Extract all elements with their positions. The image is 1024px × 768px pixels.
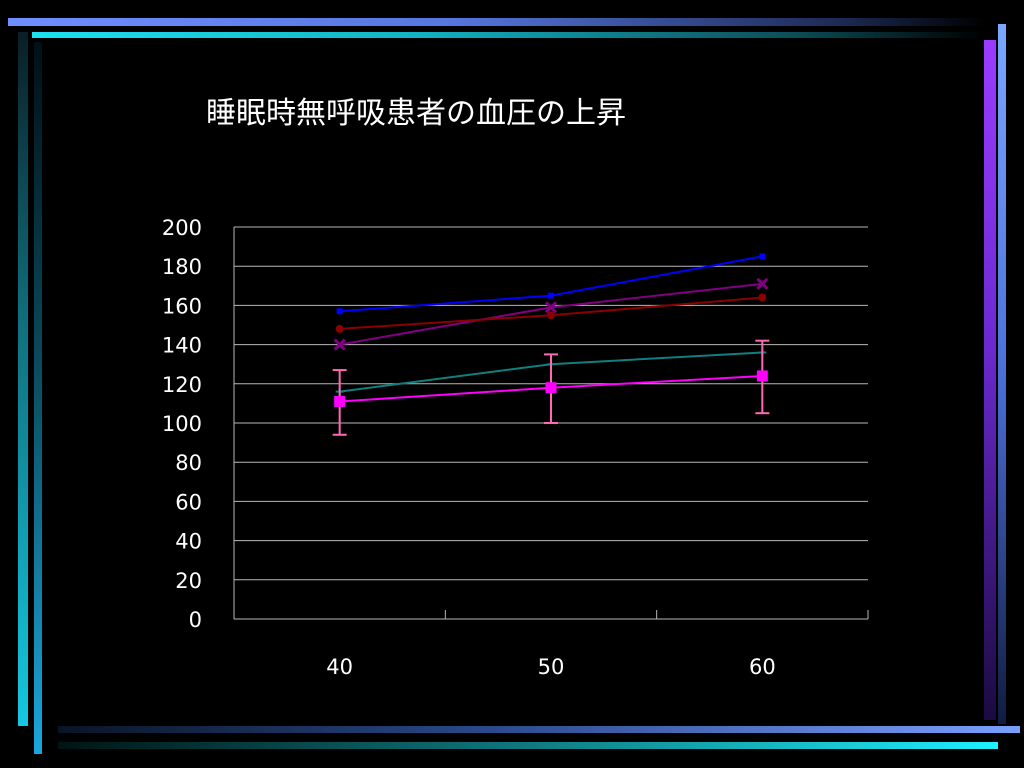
x-tick-labels: 40 50 60 xyxy=(326,655,775,679)
bottom-decor-bar-cyan xyxy=(58,742,998,749)
series xyxy=(332,253,770,436)
axes xyxy=(233,227,869,620)
top-decor-bar-blue xyxy=(8,18,986,26)
series-1 xyxy=(336,253,766,315)
chart-title: 睡眠時無呼吸患者の血圧の上昇 xyxy=(206,96,626,131)
left-decor-bar-inner xyxy=(34,42,42,754)
data-point xyxy=(548,292,554,299)
y-tick-label-40: 40 xyxy=(175,530,202,554)
data-point xyxy=(758,293,767,302)
y-tick-labels: 0 20 40 60 80 100 120 140 160 180 200 xyxy=(162,216,202,632)
bottom-decor-bar-blue xyxy=(58,726,1020,733)
x-tick-label-50: 50 xyxy=(538,655,565,679)
data-point xyxy=(759,253,766,260)
data-point xyxy=(547,311,555,320)
x-tick-label-60: 60 xyxy=(749,655,776,679)
y-tick-label-0: 0 xyxy=(189,608,202,632)
series-5 xyxy=(332,339,770,436)
y-tick-label-80: 80 xyxy=(175,451,202,475)
top-decor-bar-cyan xyxy=(32,32,984,38)
data-point xyxy=(334,395,346,407)
left-decor-bar-outer xyxy=(18,32,28,726)
data-point xyxy=(756,277,769,290)
right-decor-bar-blue xyxy=(998,24,1006,724)
y-tick-label-160: 160 xyxy=(162,294,202,318)
y-tick-label-200: 200 xyxy=(162,216,202,240)
data-point xyxy=(335,324,344,333)
y-tick-label-60: 60 xyxy=(175,490,202,514)
x-tick-label-40: 40 xyxy=(326,655,353,679)
y-tick-label-180: 180 xyxy=(162,255,202,279)
data-point xyxy=(756,370,768,382)
y-tick-label-140: 140 xyxy=(162,334,202,358)
data-point xyxy=(336,308,343,315)
y-tick-label-20: 20 xyxy=(175,569,202,593)
right-decor-bar-purple xyxy=(984,40,996,720)
data-point xyxy=(545,382,557,394)
data-point xyxy=(544,301,558,314)
data-point xyxy=(333,338,346,351)
series-3 xyxy=(335,293,767,333)
series-2 xyxy=(333,277,769,351)
y-tick-label-100: 100 xyxy=(162,412,202,436)
y-tick-label-120: 120 xyxy=(162,373,202,397)
